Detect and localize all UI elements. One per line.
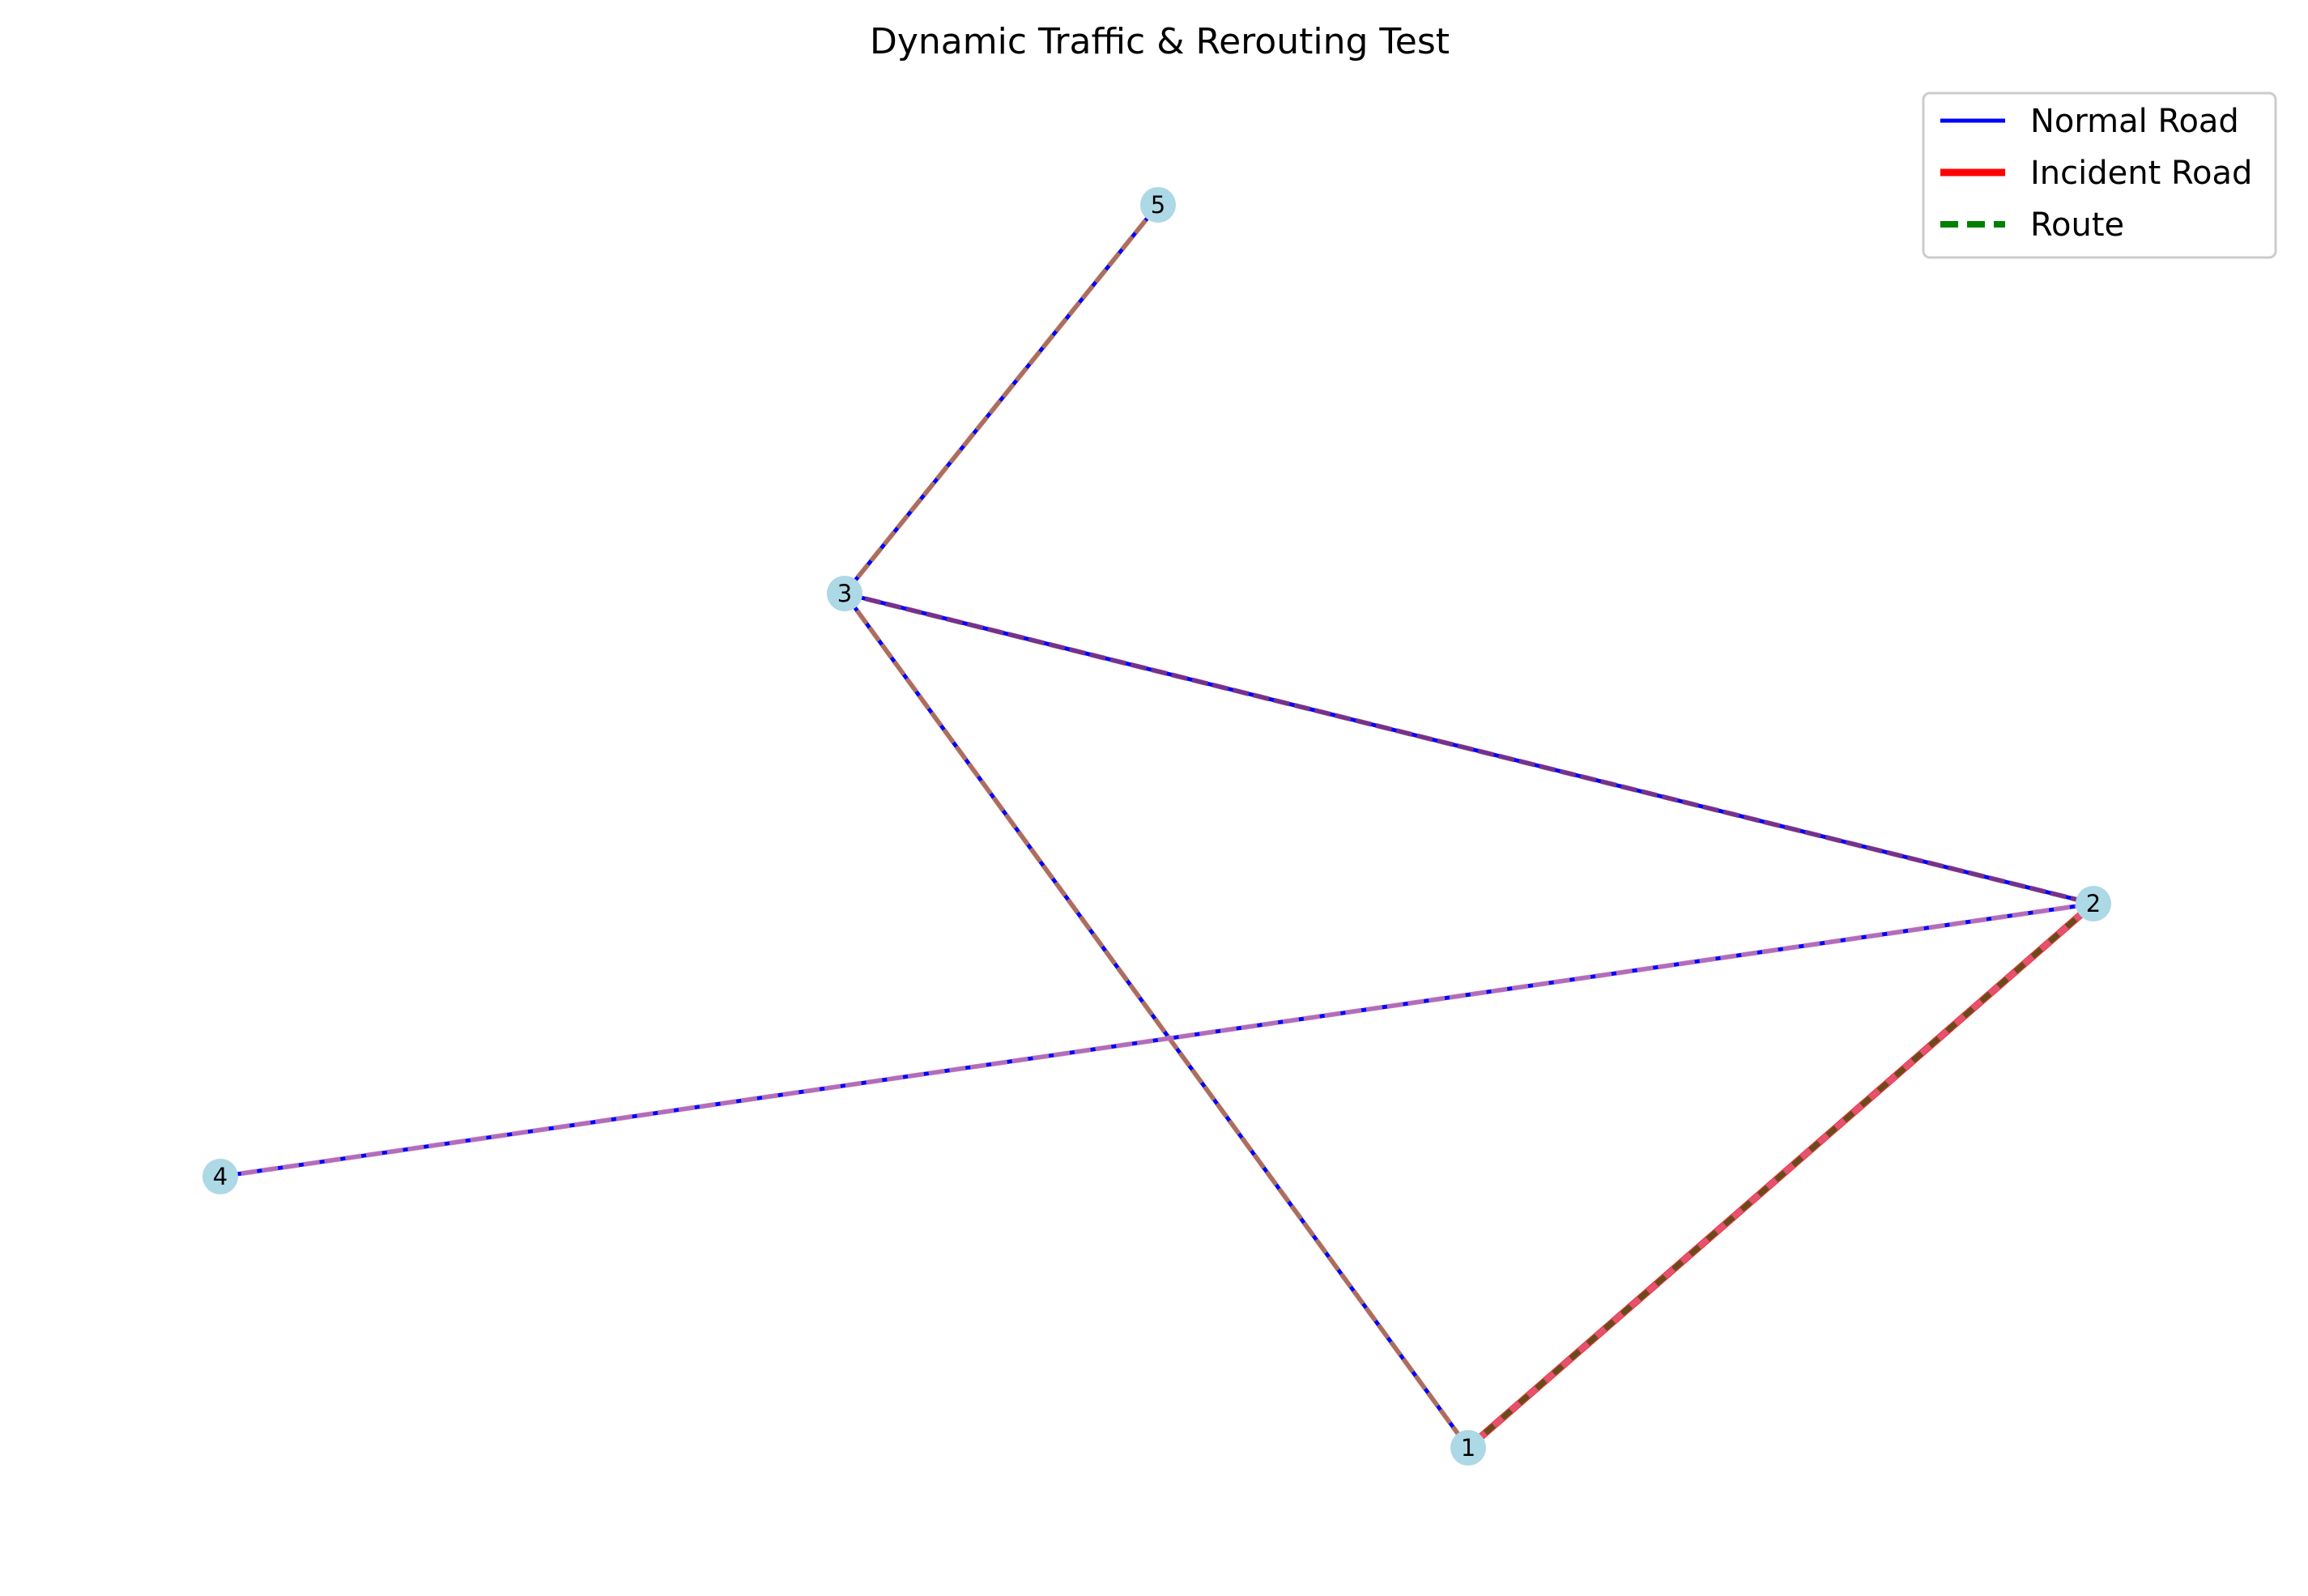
route-layer	[1466, 901, 2096, 1450]
chart-title: Dynamic Traffic & Rerouting Test	[870, 21, 1450, 62]
normal-road-line	[218, 901, 2096, 1179]
node-circle	[202, 1159, 238, 1194]
legend-incident-road-label: Incident Road	[2030, 155, 2252, 192]
edge-4-2	[218, 901, 2096, 1179]
edge-3-5	[842, 202, 1160, 596]
legend-frame	[1922, 92, 2277, 259]
node-2: 2	[2076, 886, 2111, 921]
node-label: 1	[1461, 1434, 1476, 1462]
nodes-layer: 1 2 3 4 5	[202, 187, 2111, 1466]
legend-normal-road-label: Normal Road	[2030, 103, 2239, 140]
node-label: 5	[1151, 191, 1165, 219]
node-label: 3	[837, 580, 852, 607]
edge-3-1	[842, 591, 1471, 1450]
node-circle	[1450, 1430, 1486, 1466]
node-circle	[827, 576, 862, 611]
edge-overlay-line	[844, 591, 2094, 906]
legend-route-label: Route	[2030, 206, 2124, 244]
route-segment-1-2	[1466, 901, 2096, 1450]
node-5: 5	[1140, 187, 1176, 223]
edge-3-2	[842, 591, 2096, 906]
node-circle	[1140, 187, 1176, 223]
node-4: 4	[202, 1159, 238, 1194]
node-label: 4	[213, 1163, 228, 1190]
node-circle	[2076, 886, 2111, 921]
edge-overlay-line	[842, 592, 1471, 1449]
node-1: 1	[1450, 1430, 1486, 1466]
node-label: 2	[2086, 890, 2101, 917]
node-3: 3	[827, 576, 862, 611]
edge-overlay-line	[842, 203, 1160, 595]
legend: Normal Road Incident Road Route	[1922, 92, 2277, 259]
